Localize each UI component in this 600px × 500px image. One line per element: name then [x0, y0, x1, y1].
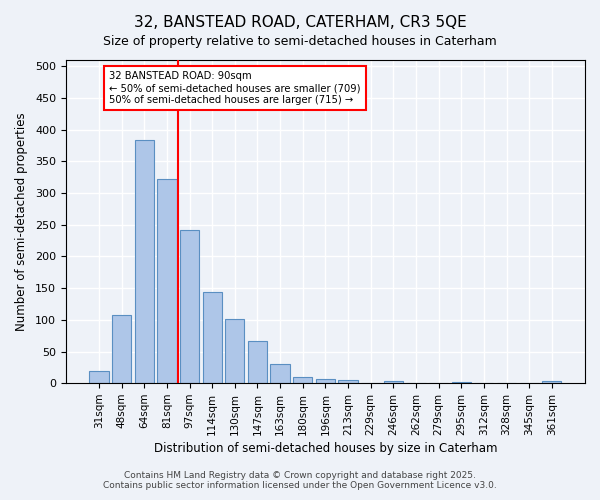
Bar — [316, 380, 335, 383]
Bar — [452, 382, 471, 383]
Bar — [338, 380, 358, 383]
Bar — [225, 318, 244, 383]
Text: 32 BANSTEAD ROAD: 90sqm
← 50% of semi-detached houses are smaller (709)
50% of s: 32 BANSTEAD ROAD: 90sqm ← 50% of semi-de… — [109, 72, 361, 104]
Bar — [180, 230, 199, 383]
Text: Size of property relative to semi-detached houses in Caterham: Size of property relative to semi-detach… — [103, 35, 497, 48]
Bar — [203, 292, 222, 383]
Bar — [248, 340, 267, 383]
Bar — [383, 382, 403, 383]
Bar — [293, 377, 313, 383]
Bar — [89, 370, 109, 383]
Bar — [271, 364, 290, 383]
Text: 32, BANSTEAD ROAD, CATERHAM, CR3 5QE: 32, BANSTEAD ROAD, CATERHAM, CR3 5QE — [134, 15, 466, 30]
Y-axis label: Number of semi-detached properties: Number of semi-detached properties — [15, 112, 28, 331]
Bar — [542, 382, 562, 383]
Text: Contains HM Land Registry data © Crown copyright and database right 2025.
Contai: Contains HM Land Registry data © Crown c… — [103, 470, 497, 490]
Bar — [157, 178, 176, 383]
X-axis label: Distribution of semi-detached houses by size in Caterham: Distribution of semi-detached houses by … — [154, 442, 497, 455]
Bar — [134, 140, 154, 383]
Bar — [112, 316, 131, 383]
